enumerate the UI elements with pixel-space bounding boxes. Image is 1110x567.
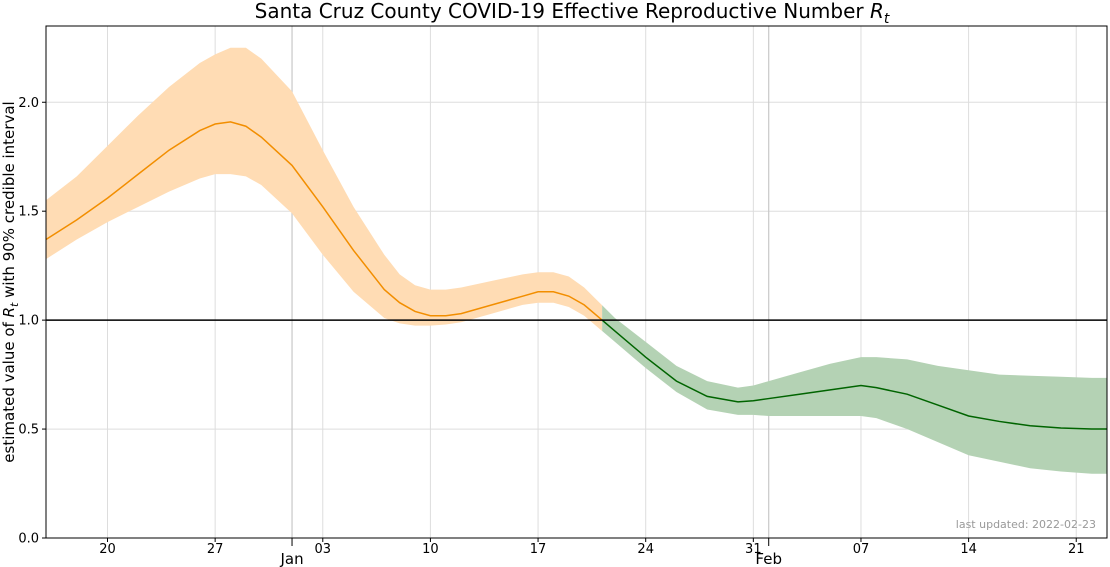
x-tick-label: 14 xyxy=(960,542,977,557)
x-tick-label: 07 xyxy=(853,542,870,557)
x-axis-ticks: 20 27 03 10 17 24 31 07 14 21 Jan Feb xyxy=(99,538,1085,567)
chart-title: Santa Cruz County COVID-19 Effective Rep… xyxy=(255,0,890,27)
last-updated-note: last updated: 2022-02-23 xyxy=(956,518,1096,531)
x-tick-label: 24 xyxy=(637,542,654,557)
y-tick-label: 0.0 xyxy=(18,532,39,547)
x-tick-label: 03 xyxy=(315,542,332,557)
y-axis-ticks: 0.0 0.5 1.0 1.5 2.0 xyxy=(18,96,46,547)
rt-mean-line-below-one xyxy=(602,319,1107,430)
y-tick-label: 2.0 xyxy=(18,96,39,111)
above-one-segment xyxy=(46,47,603,332)
x-tick-label: 17 xyxy=(530,542,547,557)
y-tick-label: 0.5 xyxy=(18,423,39,438)
credible-interval-band-below-one xyxy=(602,305,1107,474)
x-tick-label: 27 xyxy=(207,542,224,557)
y-tick-label: 1.5 xyxy=(18,205,39,220)
x-tick-label: 31 xyxy=(745,542,762,557)
month-label: Feb xyxy=(755,550,782,567)
plot-area xyxy=(46,47,1107,474)
x-tick-label: 10 xyxy=(422,542,439,557)
plot-frame xyxy=(45,25,1108,539)
credible-interval-band-above-one xyxy=(46,47,603,332)
y-tick-label: 1.0 xyxy=(18,314,39,329)
month-label: Jan xyxy=(279,550,303,567)
x-tick-label: 21 xyxy=(1068,542,1085,557)
below-one-segment xyxy=(602,305,1107,474)
x-tick-label: 20 xyxy=(99,542,116,557)
y-axis-label: estimated value of Rt with 90% credible … xyxy=(0,101,21,462)
rt-mean-line-above-one xyxy=(46,121,603,322)
